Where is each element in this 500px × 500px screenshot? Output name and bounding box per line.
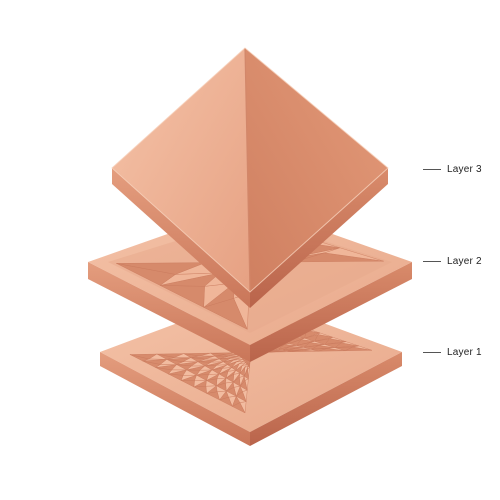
mini-pyramid-face xyxy=(317,332,334,338)
mini-pyramid-face xyxy=(276,350,292,352)
mini-pyramid-face xyxy=(216,385,227,392)
mini-pyramid-face xyxy=(205,380,218,387)
mini-pyramid-face xyxy=(199,352,216,357)
mini-pyramid-face xyxy=(318,344,336,348)
layer-3-leader-line xyxy=(423,169,441,170)
layer-2-leader-line xyxy=(423,261,441,262)
mini-pyramid-face xyxy=(216,361,229,366)
mini-pyramid-face xyxy=(227,367,237,372)
mini-pyramid-face xyxy=(295,347,311,350)
mini-pyramid-face xyxy=(199,365,213,371)
mini-pyramid-face xyxy=(273,350,287,352)
mini-pyramid-face xyxy=(182,357,199,362)
layer-1-label: Layer 1 xyxy=(447,347,482,358)
layer-3-pyramid xyxy=(111,47,389,308)
mini-pyramid-face xyxy=(235,395,247,403)
mini-pyramid-face xyxy=(239,385,248,392)
mini-pyramid-face xyxy=(270,349,283,351)
mini-pyramid-face xyxy=(225,390,237,398)
mini-pyramid-face xyxy=(309,341,325,345)
mini-pyramid-face xyxy=(233,357,244,361)
mini-pyramid-face xyxy=(328,337,347,342)
mini-pyramid-face xyxy=(221,364,233,369)
layer-1-callout: Layer 1 xyxy=(423,347,482,358)
layer-3-callout: Layer 3 xyxy=(423,164,482,175)
layer-2-callout: Layer 2 xyxy=(423,256,482,267)
mini-pyramid-face xyxy=(239,372,245,378)
mini-pyramid-face xyxy=(225,377,234,384)
mini-pyramid-face xyxy=(233,370,241,375)
layer-2-label: Layer 2 xyxy=(447,256,482,267)
mini-pyramid-face xyxy=(301,349,319,352)
mini-pyramid-face xyxy=(208,369,220,375)
layer-1-leader-line xyxy=(423,352,441,353)
mini-pyramid-face xyxy=(159,359,177,365)
mini-pyramid-face xyxy=(171,364,187,371)
mini-pyramid-face xyxy=(341,341,360,347)
mini-pyramid-face xyxy=(211,358,224,363)
layer-1-plate xyxy=(100,296,402,446)
mini-pyramid-face xyxy=(182,369,197,376)
mini-pyramid-face xyxy=(174,353,192,358)
layer-3-label: Layer 3 xyxy=(447,164,482,175)
mini-pyramid-face xyxy=(352,345,373,351)
mini-pyramid-face xyxy=(300,338,315,342)
mini-pyramid-face xyxy=(148,353,167,360)
mini-pyramid-face xyxy=(284,343,297,346)
mini-pyramid-face xyxy=(194,374,208,381)
mini-pyramid-face xyxy=(216,373,227,379)
mini-pyramid-face xyxy=(205,355,220,360)
mini-pyramid-face xyxy=(243,375,249,381)
mini-pyramid-face xyxy=(327,347,346,351)
mini-pyramid-face xyxy=(190,361,206,367)
mini-pyramid-face xyxy=(324,247,384,262)
mini-pyramid-face xyxy=(290,345,304,348)
mini-pyramid-face xyxy=(232,381,241,388)
